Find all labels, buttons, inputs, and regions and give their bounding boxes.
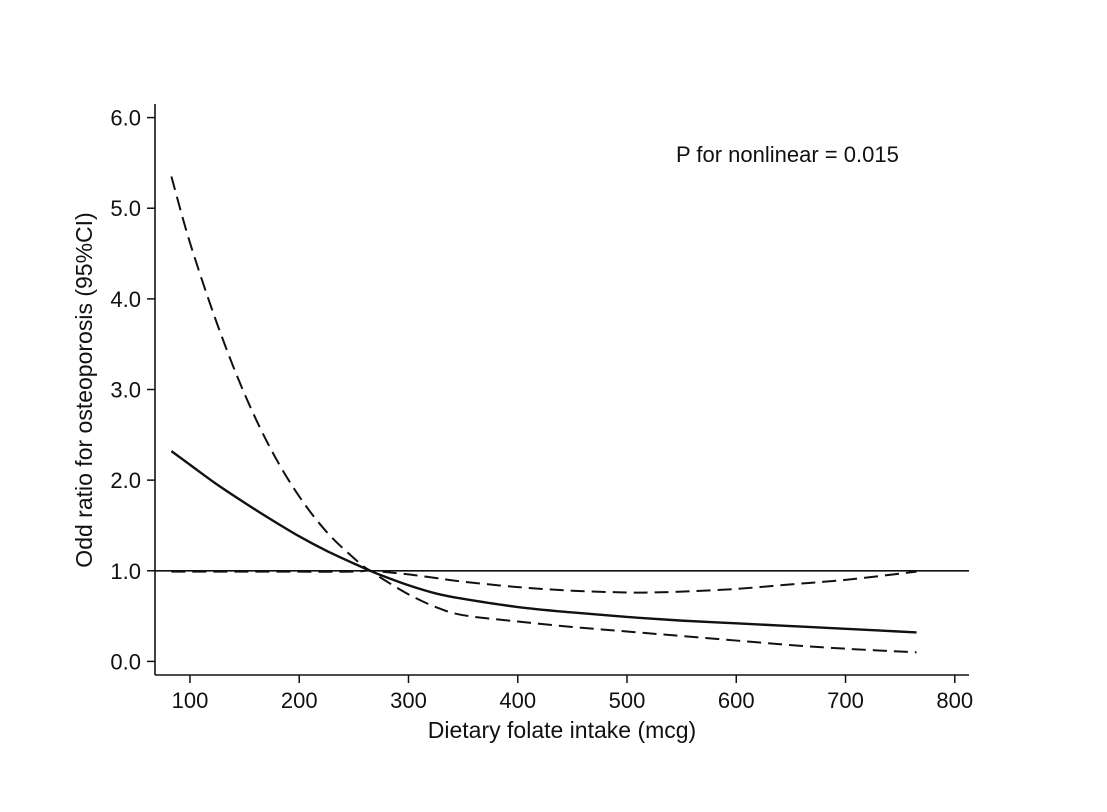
- x-tick-label: 800: [936, 688, 973, 713]
- x-tick-label: 100: [172, 688, 209, 713]
- series-line-estimate: [170, 450, 917, 634]
- ticks-layer: 100 200 300 400 500 600 700 800 0.0 1.0 2.0 3.0 4.0 5…: [110, 106, 973, 713]
- y-tick-label: 5.0: [110, 196, 141, 221]
- x-tick-label: 200: [281, 688, 318, 713]
- series-line-upper-ci: [170, 176, 917, 594]
- x-tick-label: 600: [718, 688, 755, 713]
- x-tick-label: 300: [390, 688, 427, 713]
- series-layer: [170, 176, 917, 654]
- x-tick-label: 700: [827, 688, 864, 713]
- x-axis-title: Dietary folate intake (mcg): [428, 717, 696, 743]
- y-tick-label: 1.0: [110, 559, 141, 584]
- y-tick-label: 0.0: [110, 649, 141, 674]
- x-tick-label: 500: [609, 688, 646, 713]
- y-tick-label: 2.0: [110, 468, 141, 493]
- y-tick-label: 3.0: [110, 378, 141, 403]
- p-nonlinear-annotation: P for nonlinear = 0.015: [676, 142, 899, 167]
- y-tick-label: 4.0: [110, 287, 141, 312]
- x-tick-label: 400: [499, 688, 536, 713]
- y-tick-label: 6.0: [110, 106, 141, 131]
- y-axis-title: Odd ratio for osteoporosis (95%CI): [71, 212, 97, 567]
